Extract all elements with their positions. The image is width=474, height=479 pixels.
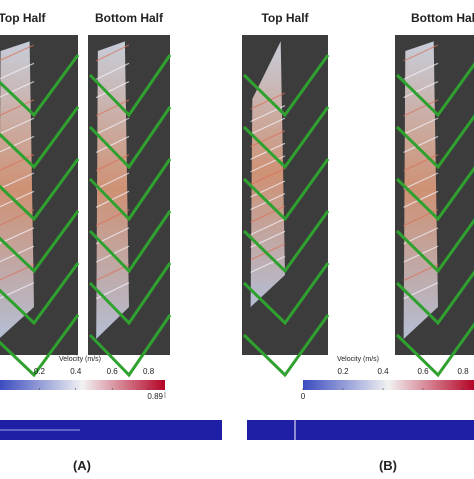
streak-line (95, 172, 130, 190)
baffle (395, 218, 474, 274)
colorbar-label: Velocity (m/s) (59, 356, 101, 363)
colorbar (0, 380, 165, 390)
baffle (242, 158, 330, 222)
baffle (88, 54, 172, 118)
streak-line (403, 154, 439, 172)
panel-title: Top Half (0, 11, 47, 25)
colorbar-tick-label: 0.6 (107, 367, 119, 376)
baffle (88, 210, 172, 274)
baffle (395, 114, 474, 170)
baffle (0, 54, 80, 118)
baffle (88, 158, 172, 222)
baffle (242, 210, 330, 274)
streak-line (250, 92, 286, 110)
streak-line (95, 117, 130, 135)
streak-line (0, 99, 35, 116)
streak-line (250, 180, 286, 198)
streak-line (0, 190, 35, 208)
baffle (0, 262, 80, 326)
streak-line (250, 117, 286, 135)
colorbar-tick-label: 0.8 (457, 367, 469, 376)
colorbars: Velocity (m/s) 0.2 0.4 0.6 0.8 0.89 Velocity (… (0, 356, 474, 401)
colorbar-max-label: 0.89 (147, 392, 163, 401)
colorbar-tick-label: 0.8 (143, 367, 155, 376)
streak-line (95, 44, 130, 62)
streak-line (403, 172, 439, 190)
streak-line (0, 172, 35, 190)
streak-line (403, 44, 439, 62)
baffle (88, 314, 172, 378)
streak-line (95, 81, 130, 99)
streak-line (0, 117, 35, 135)
caption: (B) (379, 458, 397, 473)
streak-line (403, 190, 439, 208)
caption: (A) (73, 458, 91, 473)
colorbar (303, 380, 474, 390)
streak-line (0, 62, 35, 80)
baffle (395, 322, 474, 378)
streak-line (250, 255, 286, 273)
streak-line (250, 130, 286, 148)
baffle (0, 158, 80, 222)
panel-title: Top Half (261, 11, 309, 25)
colorbar-tick-label: 0.4 (70, 367, 82, 376)
streak-line (250, 155, 286, 173)
colorbar-tick-label: 0.2 (34, 367, 46, 376)
baffle (0, 314, 80, 378)
baffle (242, 106, 330, 170)
baffle (88, 106, 172, 170)
panels: Top Half Bottom Half Top Half Bottom Half (0, 11, 474, 378)
baffle (242, 314, 330, 378)
streak-line (250, 243, 286, 261)
streak-line (403, 99, 439, 117)
streak-line (95, 190, 130, 208)
streak-line (0, 154, 35, 171)
baffle (395, 166, 474, 222)
panel-title: Bottom Half (411, 11, 474, 25)
streak-line (403, 117, 439, 135)
streak-line (0, 135, 35, 153)
panel-title: Bottom Half (95, 11, 164, 25)
colorbar-tick-label: 0.6 (417, 367, 429, 376)
baffle (395, 270, 474, 326)
baffle (242, 262, 330, 326)
baffle (242, 54, 330, 118)
baffle (0, 106, 80, 170)
baffle (88, 262, 172, 326)
streak-line (95, 99, 130, 117)
colorbar-label: Velocity (m/s) (337, 356, 379, 363)
streak-line (250, 218, 286, 236)
domain-bar (0, 420, 222, 440)
streak-line (95, 135, 130, 153)
streak-line (250, 167, 286, 185)
streak-line (0, 44, 35, 62)
streak-line (403, 62, 439, 80)
baffle (395, 62, 474, 118)
baffle (0, 210, 80, 274)
domain-bar (247, 420, 474, 440)
streak-line (403, 135, 439, 153)
streak-line (403, 81, 439, 99)
streak-line (0, 81, 35, 98)
streak-line (95, 154, 130, 172)
colorbar-tick-label: 0.4 (377, 367, 389, 376)
streak-line (95, 62, 130, 80)
streak-line (250, 205, 286, 223)
colorbar-tick-label: 0 (301, 392, 306, 401)
colorbar-tick-label: 0.2 (337, 367, 349, 376)
